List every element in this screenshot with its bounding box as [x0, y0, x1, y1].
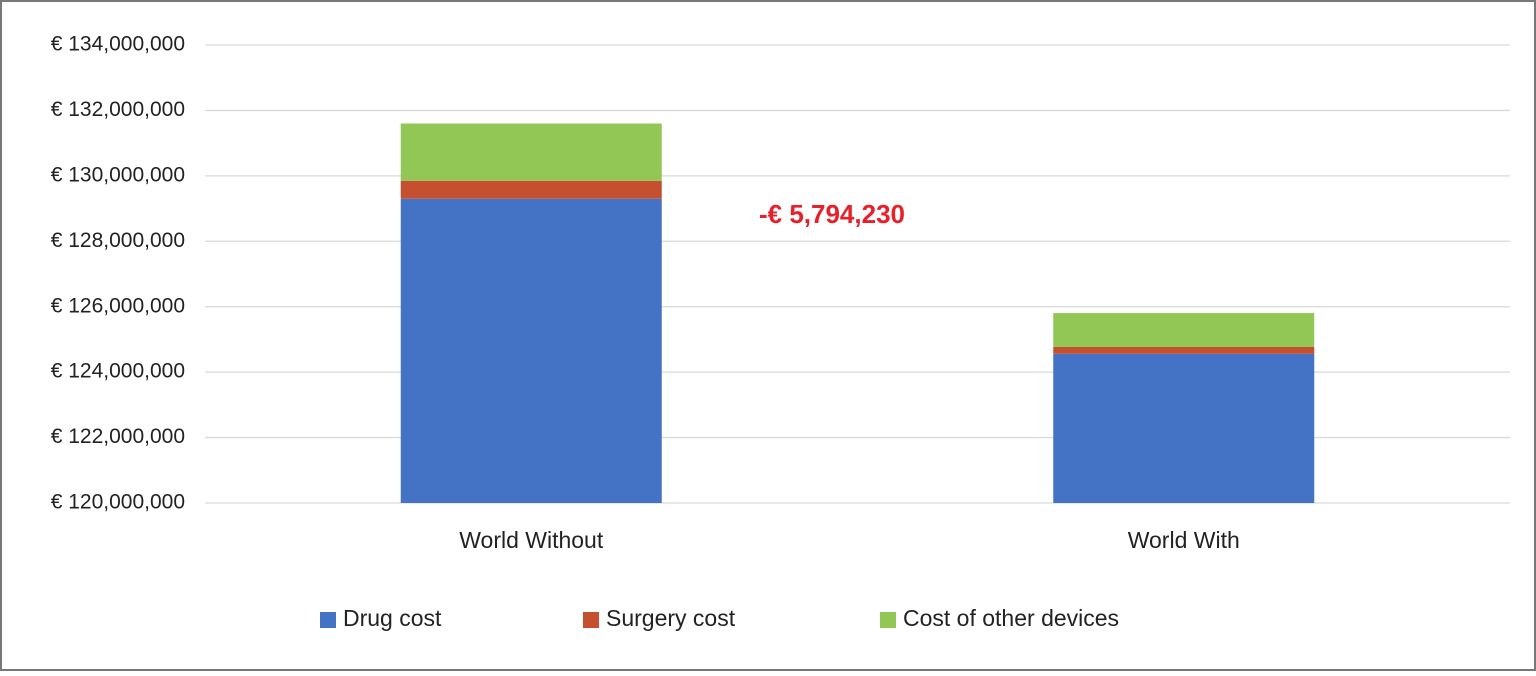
legend-swatch — [320, 612, 336, 628]
bar-segment — [1053, 346, 1315, 354]
legend-label: Drug cost — [343, 605, 442, 631]
y-tick-label: € 126,000,000 — [51, 294, 185, 317]
bar-segment — [400, 198, 662, 503]
y-tick-label: € 122,000,000 — [51, 425, 185, 448]
legend-swatch — [583, 612, 599, 628]
x-tick-label: World Without — [459, 527, 604, 553]
legend-swatch — [880, 612, 896, 628]
y-tick-label: € 130,000,000 — [51, 163, 185, 186]
x-tick-label: World With — [1128, 527, 1240, 553]
y-tick-label: € 124,000,000 — [51, 360, 185, 383]
bar-segment — [400, 180, 662, 199]
y-tick-label: € 128,000,000 — [51, 229, 185, 252]
bar-segment — [1053, 353, 1315, 503]
y-tick-label: € 134,000,000 — [51, 33, 185, 56]
y-tick-label: € 132,000,000 — [51, 98, 185, 121]
difference-annotation: -€ 5,794,230 — [759, 199, 905, 229]
legend-label: Surgery cost — [606, 605, 736, 631]
legend-label: Cost of other devices — [903, 605, 1119, 631]
bar-segment — [400, 123, 662, 181]
bar-segment — [1053, 313, 1315, 347]
y-tick-label: € 120,000,000 — [51, 491, 185, 514]
